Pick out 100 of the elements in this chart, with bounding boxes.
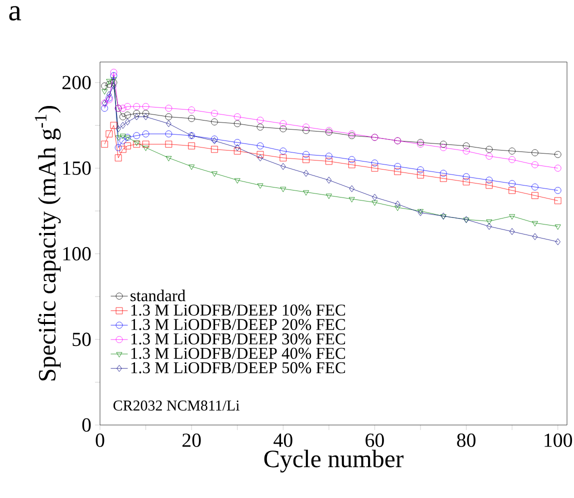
point: [280, 163, 286, 170]
point: [440, 175, 447, 182]
point: [280, 148, 287, 154]
point: [142, 103, 150, 110]
point: [119, 146, 126, 153]
point: [395, 200, 400, 208]
point: [509, 214, 516, 220]
point: [554, 197, 562, 204]
legend-label: 1.3 M LiODFB/DEEP 10% FEC: [131, 304, 346, 316]
x-tick-label: 60: [366, 434, 384, 447]
legend-label: standard: [130, 290, 186, 302]
point: [371, 164, 378, 172]
point: [462, 148, 470, 154]
point: [554, 164, 562, 172]
point: [257, 183, 264, 189]
point: [133, 132, 140, 140]
y-tick-label: 100: [63, 247, 91, 260]
point: [188, 106, 195, 114]
point: [119, 137, 126, 144]
point: [486, 152, 493, 160]
point: [440, 140, 447, 148]
point: [508, 187, 516, 194]
point: [111, 82, 116, 90]
point: [486, 219, 492, 225]
point: [303, 190, 310, 196]
point: [234, 139, 241, 146]
point: [417, 166, 424, 174]
x-tick-label: 40: [274, 434, 292, 447]
point: [101, 104, 108, 112]
point: [234, 148, 241, 154]
x-tick-label: 80: [457, 434, 476, 447]
point: [110, 79, 118, 86]
point: [258, 154, 263, 162]
point: [110, 122, 118, 129]
point: [234, 144, 240, 152]
point: [532, 161, 538, 168]
point: [133, 110, 140, 117]
point: [532, 221, 538, 226]
point: [508, 180, 516, 187]
point: [302, 151, 310, 158]
point: [211, 171, 218, 177]
x-axis-title: Cycle number: [264, 450, 404, 472]
point: [302, 124, 310, 130]
point: [106, 91, 112, 98]
point: [234, 113, 241, 120]
point: [280, 154, 287, 162]
point: [114, 154, 122, 162]
point: [348, 156, 356, 163]
point: [119, 113, 126, 120]
point: [280, 186, 286, 192]
point: [102, 89, 108, 95]
point: [211, 110, 218, 117]
point: [532, 233, 538, 240]
point: [106, 80, 113, 88]
point: [371, 160, 378, 166]
point: [124, 112, 131, 118]
point: [280, 120, 287, 128]
point: [256, 151, 264, 158]
point: [165, 130, 172, 138]
point: [256, 116, 264, 124]
point: [394, 206, 401, 211]
point: [166, 120, 172, 128]
point: [142, 130, 150, 138]
point: [532, 149, 538, 156]
point: [532, 184, 538, 190]
point: [394, 168, 401, 175]
point: [326, 158, 332, 165]
point: [120, 134, 126, 140]
point: [110, 77, 117, 83]
y-tick-label: 0: [82, 418, 91, 432]
point: [188, 115, 195, 122]
point: [142, 146, 149, 152]
point: [165, 104, 172, 112]
point: [256, 142, 264, 150]
point: [508, 156, 516, 163]
point: [119, 104, 126, 112]
chart-title: a: [9, 6, 22, 21]
point: [142, 140, 150, 148]
point: [486, 146, 493, 153]
point: [211, 118, 218, 126]
point: [188, 142, 195, 150]
legend-label: 1.3 M LiODFB/DEEP 40% FEC: [131, 348, 346, 359]
point: [234, 178, 240, 184]
point: [116, 125, 121, 132]
point: [509, 228, 515, 235]
point: [106, 79, 112, 84]
point: [394, 163, 401, 170]
point: [486, 222, 492, 230]
point: [302, 127, 310, 134]
legend-label: 1.3 M LiODFB/DEEP 30% FEC: [131, 333, 346, 345]
point: [372, 194, 378, 201]
point: [440, 170, 447, 177]
point: [417, 172, 424, 178]
point: [165, 113, 172, 120]
point: [508, 148, 516, 154]
point: [166, 156, 172, 162]
point: [554, 224, 561, 230]
x-tick-label: 0: [96, 434, 104, 447]
point: [134, 113, 140, 120]
point: [326, 194, 332, 199]
